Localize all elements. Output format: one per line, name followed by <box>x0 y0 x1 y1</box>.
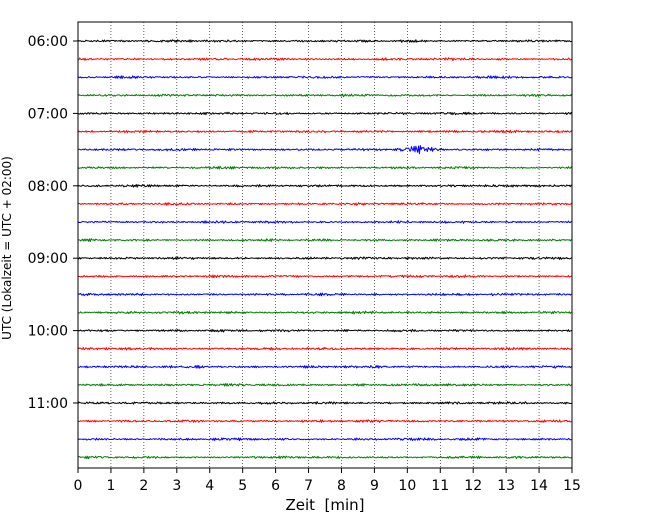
trace-0730 <box>77 144 573 155</box>
trace-0915 <box>77 274 573 279</box>
trace-layer <box>77 39 573 460</box>
y-tick-label-09:00: 09:00 <box>28 251 68 267</box>
trace-0645 <box>77 93 573 98</box>
x-tick-label-10: 10 <box>398 478 416 494</box>
trace-0615 <box>77 57 573 62</box>
y-tick-label-11:00: 11:00 <box>28 396 68 412</box>
grid-layer <box>110 22 540 468</box>
trace-0715 <box>77 129 573 134</box>
trace-0630 <box>77 75 573 80</box>
x-tick-label-1: 1 <box>106 478 115 494</box>
trace-0900 <box>77 256 573 261</box>
trace-1000 <box>77 328 573 333</box>
x-tick-label-15: 15 <box>563 478 581 494</box>
x-tick-label-7: 7 <box>304 478 313 494</box>
x-tick-label-13: 13 <box>497 478 515 494</box>
x-tick-label-4: 4 <box>205 478 214 494</box>
trace-1015 <box>77 346 573 351</box>
trace-0945 <box>77 310 573 315</box>
y-tick-label-10:00: 10:00 <box>28 324 68 340</box>
x-tick-label-5: 5 <box>238 478 247 494</box>
x-tick-label-3: 3 <box>172 478 181 494</box>
x-tick-label-2: 2 <box>139 478 148 494</box>
trace-0745 <box>77 165 573 170</box>
x-tick-label-6: 6 <box>271 478 280 494</box>
x-tick-label-8: 8 <box>337 478 346 494</box>
tick-layer: 0 1 2 3 4 5 6 7 8 9 10 11 12 13 14 1506:0007:0008:0009:… <box>28 34 581 494</box>
trace-0600 <box>77 39 573 43</box>
x-axis-title: Zeit [min] <box>285 496 364 514</box>
x-tick-label-11: 11 <box>431 478 449 494</box>
x-tick-label-12: 12 <box>464 478 482 494</box>
x-tick-label-0: 0 <box>74 478 83 494</box>
trace-1145 <box>77 455 573 460</box>
y-tick-label-06:00: 06:00 <box>28 34 68 50</box>
trace-1100 <box>77 401 573 405</box>
y-tick-label-08:00: 08:00 <box>28 179 68 195</box>
trace-1045 <box>77 383 573 387</box>
trace-0830 <box>77 220 573 224</box>
trace-1130 <box>77 437 573 442</box>
y-axis-title: UTC (Lokalzeit = UTC + 02:00) <box>0 156 14 340</box>
x-tick-label-14: 14 <box>530 478 548 494</box>
y-tick-label-07:00: 07:00 <box>28 106 68 122</box>
x-tick-label-9: 9 <box>370 478 379 494</box>
trace-0815 <box>77 202 573 206</box>
trace-0700 <box>77 111 573 116</box>
trace-1115 <box>77 419 573 423</box>
trace-1030 <box>78 364 573 369</box>
plot-frame <box>77 21 573 469</box>
trace-0845 <box>77 238 573 242</box>
trace-0930 <box>77 292 573 297</box>
trace-0800 <box>77 184 573 188</box>
